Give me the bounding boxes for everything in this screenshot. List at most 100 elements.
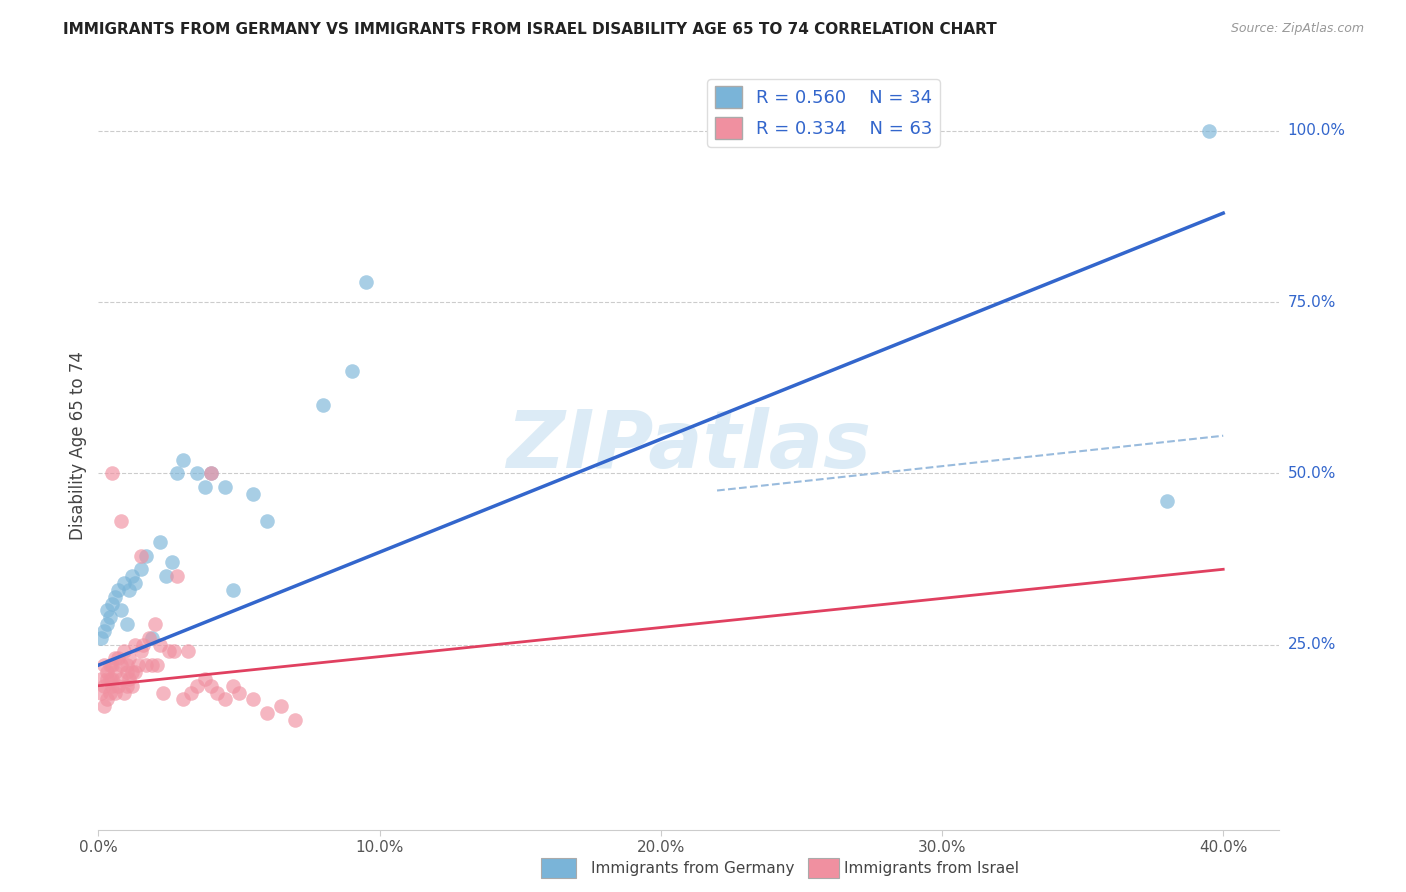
Text: ZIPatlas: ZIPatlas [506, 407, 872, 485]
Text: Immigrants from Israel: Immigrants from Israel [844, 861, 1018, 876]
Point [200, 467, 222, 481]
Point [98, 610, 121, 624]
Point [93, 699, 115, 714]
Point [118, 582, 141, 597]
Point [129, 562, 152, 576]
Point [1198, 124, 1220, 138]
Point [222, 679, 245, 693]
Point [96, 617, 118, 632]
Legend: R = 0.560    N = 34, R = 0.334    N = 63: R = 0.560 N = 34, R = 0.334 N = 63 [707, 79, 939, 146]
Point [115, 658, 138, 673]
Text: 25.0%: 25.0% [1288, 637, 1336, 652]
Point [129, 644, 152, 658]
Point [312, 398, 335, 412]
Point [107, 679, 129, 693]
Point [112, 685, 135, 699]
Point [110, 672, 132, 686]
Point [121, 665, 143, 679]
Point [135, 549, 157, 563]
Point [194, 480, 217, 494]
Point [242, 487, 264, 501]
Text: Source: ZipAtlas.com: Source: ZipAtlas.com [1230, 22, 1364, 36]
Point [155, 569, 177, 583]
Point [110, 658, 132, 673]
Text: IMMIGRANTS FROM GERMANY VS IMMIGRANTS FROM ISRAEL DISABILITY AGE 65 TO 74 CORREL: IMMIGRANTS FROM GERMANY VS IMMIGRANTS FR… [63, 22, 997, 37]
Point [177, 644, 200, 658]
Point [104, 665, 127, 679]
Point [284, 713, 307, 727]
Point [200, 679, 222, 693]
Point [124, 638, 146, 652]
Point [118, 672, 141, 686]
Point [149, 535, 172, 549]
Point [166, 569, 188, 583]
Point [166, 467, 188, 481]
Point [98, 685, 121, 699]
Point [132, 638, 155, 652]
Point [194, 672, 217, 686]
Point [340, 364, 363, 378]
Text: 50.0%: 50.0% [1288, 466, 1336, 481]
Text: 75.0%: 75.0% [1288, 294, 1336, 310]
Point [115, 617, 138, 632]
Point [107, 582, 129, 597]
Point [228, 685, 250, 699]
Point [149, 638, 172, 652]
Point [180, 685, 202, 699]
Point [222, 582, 245, 597]
Point [141, 631, 163, 645]
Point [110, 514, 132, 528]
Point [163, 644, 186, 658]
Point [186, 467, 208, 481]
Point [1156, 493, 1178, 508]
Point [98, 658, 121, 673]
Y-axis label: Disability Age 65 to 74: Disability Age 65 to 74 [69, 351, 87, 541]
Point [101, 658, 124, 673]
Point [124, 576, 146, 591]
Point [93, 658, 115, 673]
Point [205, 685, 228, 699]
Point [115, 679, 138, 693]
Point [93, 624, 115, 638]
Point [101, 672, 124, 686]
Point [129, 549, 152, 563]
Point [256, 514, 278, 528]
Point [127, 658, 149, 673]
Point [101, 679, 124, 693]
Point [152, 685, 174, 699]
Point [242, 692, 264, 706]
Point [96, 665, 118, 679]
Point [101, 467, 124, 481]
Point [141, 658, 163, 673]
Point [104, 651, 127, 665]
Text: Immigrants from Germany: Immigrants from Germany [591, 861, 794, 876]
Point [121, 569, 143, 583]
Point [186, 679, 208, 693]
Point [146, 658, 169, 673]
Point [354, 275, 377, 289]
Point [118, 651, 141, 665]
Point [160, 556, 183, 570]
Point [121, 679, 143, 693]
Point [96, 603, 118, 617]
Point [112, 644, 135, 658]
Point [98, 672, 121, 686]
Point [138, 631, 160, 645]
Point [157, 644, 180, 658]
Point [90, 631, 112, 645]
Point [124, 665, 146, 679]
Point [214, 692, 236, 706]
Text: 100.0%: 100.0% [1288, 123, 1346, 138]
Point [104, 590, 127, 604]
Point [96, 692, 118, 706]
Point [172, 692, 194, 706]
Point [104, 685, 127, 699]
Point [93, 679, 115, 693]
Point [143, 617, 166, 632]
Point [112, 576, 135, 591]
Point [90, 672, 112, 686]
Point [172, 452, 194, 467]
Point [256, 706, 278, 720]
Point [110, 603, 132, 617]
Point [107, 651, 129, 665]
